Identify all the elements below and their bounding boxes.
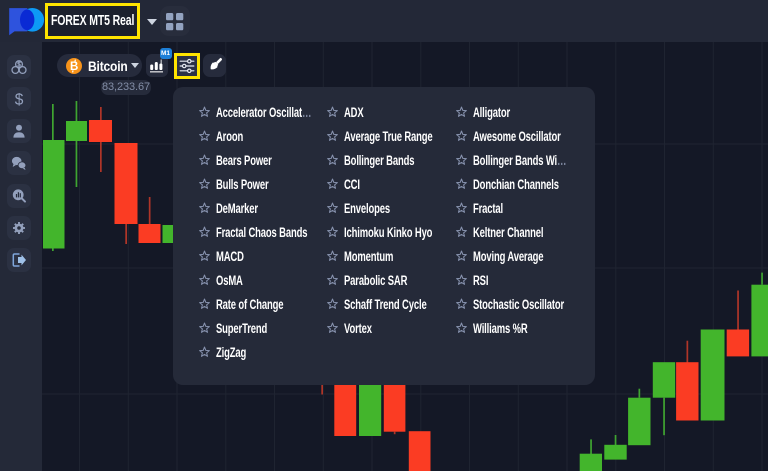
svg-text:B: B — [70, 61, 78, 73]
svg-text:$: $ — [15, 92, 24, 109]
